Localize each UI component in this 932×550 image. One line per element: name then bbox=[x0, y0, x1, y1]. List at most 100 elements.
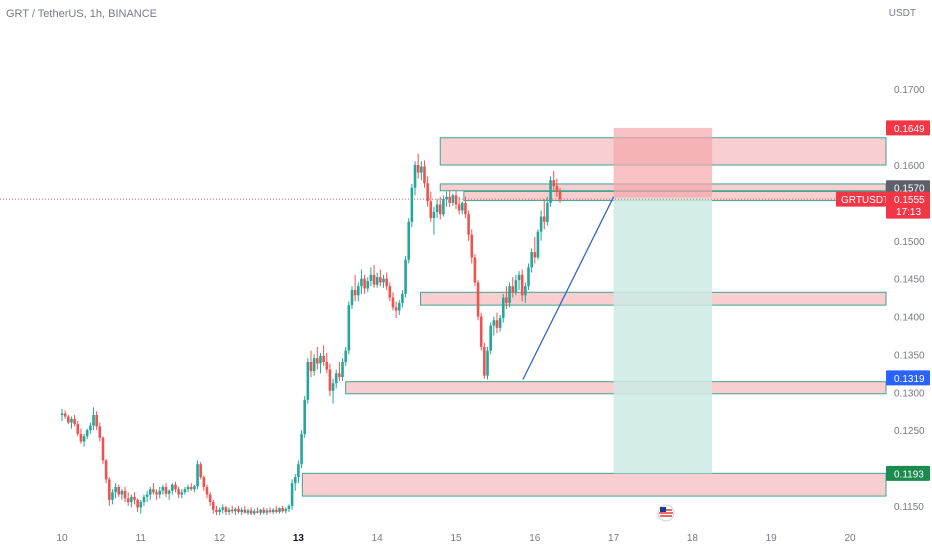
candle-body bbox=[379, 277, 382, 283]
candle-body bbox=[271, 509, 275, 512]
candle-body bbox=[549, 180, 552, 203]
candle-body bbox=[495, 320, 499, 328]
candle-body bbox=[227, 509, 231, 512]
candle-body bbox=[489, 325, 492, 351]
candle-body bbox=[448, 196, 451, 203]
candle-body bbox=[120, 490, 124, 495]
take-profit-area[interactable] bbox=[613, 197, 713, 474]
candle-body bbox=[152, 489, 155, 493]
candle-body bbox=[148, 489, 152, 495]
candle-body bbox=[92, 415, 95, 426]
candle-body bbox=[391, 297, 395, 308]
price-tag-0.1570[interactable] bbox=[886, 180, 930, 196]
candle-body bbox=[350, 290, 354, 306]
time-axis[interactable]: 10 11 12 13 14 15 16 17 18 19 20 bbox=[56, 533, 856, 544]
candle-body bbox=[297, 464, 300, 478]
x-tick-label: 17 bbox=[608, 533, 620, 544]
candle-body bbox=[344, 350, 347, 362]
candle-body bbox=[420, 166, 423, 173]
candle-body bbox=[202, 477, 206, 487]
candle-body bbox=[426, 183, 429, 202]
candle-body bbox=[517, 274, 521, 281]
candle-body bbox=[363, 278, 366, 289]
candle-body bbox=[309, 361, 313, 372]
candle-body bbox=[265, 510, 269, 513]
candle-body bbox=[189, 486, 193, 490]
last-price-tag[interactable] bbox=[886, 191, 930, 219]
candle-body bbox=[401, 293, 404, 303]
zone-5[interactable] bbox=[301, 472, 887, 497]
y-tick-label: 0.1700 bbox=[894, 85, 925, 96]
candle-body bbox=[224, 507, 228, 512]
candle-body bbox=[278, 508, 281, 512]
candle-body bbox=[284, 508, 288, 512]
stop-loss-area[interactable] bbox=[613, 127, 713, 198]
candle-body bbox=[259, 509, 262, 513]
candle-body bbox=[445, 196, 448, 200]
candle-body bbox=[67, 416, 70, 423]
candle-body bbox=[369, 274, 373, 281]
candle-body bbox=[451, 195, 455, 203]
y-tick-label: 0.1450 bbox=[894, 275, 925, 286]
candle-body bbox=[234, 508, 237, 512]
flag-icon[interactable] bbox=[657, 504, 675, 522]
candle-body bbox=[464, 202, 467, 215]
candle-body bbox=[180, 492, 184, 495]
candle-body bbox=[341, 361, 344, 378]
x-tick-label: 20 bbox=[844, 533, 856, 544]
candle-body bbox=[375, 277, 379, 285]
candle-body bbox=[492, 320, 496, 326]
x-tick-label: 18 bbox=[687, 533, 699, 544]
countdown-text: 17:13 bbox=[896, 207, 921, 218]
price-axis[interactable]: 0.1700 0.1600 0.1500 0.1450 0.1400 0.1350 0.13… bbox=[894, 85, 925, 513]
candle-body bbox=[382, 278, 385, 283]
price-tag-0.1193[interactable] bbox=[886, 465, 930, 481]
candle-body bbox=[275, 509, 278, 512]
candle-body bbox=[312, 358, 316, 372]
symbol-tag[interactable] bbox=[836, 191, 886, 207]
price-tag-0.1319[interactable] bbox=[886, 370, 930, 386]
candle-body bbox=[107, 479, 111, 500]
candle-body bbox=[394, 307, 398, 311]
candle-body bbox=[416, 165, 420, 173]
candle-body bbox=[268, 510, 272, 512]
candle-body bbox=[167, 490, 171, 494]
candle-body bbox=[101, 437, 105, 461]
candle-body bbox=[461, 202, 464, 211]
candle-body bbox=[240, 509, 243, 512]
candle-body bbox=[438, 204, 442, 215]
price-tag-0.1649[interactable] bbox=[886, 120, 930, 136]
candle-body bbox=[196, 464, 199, 487]
candle-body bbox=[552, 180, 556, 187]
candle-body bbox=[123, 490, 127, 499]
candle-body bbox=[483, 346, 486, 376]
y-tick-label: 0.1400 bbox=[894, 313, 925, 324]
candle-body bbox=[164, 486, 168, 494]
candle-body bbox=[356, 286, 360, 296]
candle-body bbox=[410, 187, 414, 222]
candle-body bbox=[413, 165, 417, 188]
y-tick-label: 0.1250 bbox=[894, 426, 925, 437]
candle-body bbox=[111, 492, 114, 500]
candle-body bbox=[76, 424, 80, 434]
candle-body bbox=[470, 234, 474, 258]
y-tick-label: 0.1350 bbox=[894, 350, 925, 361]
candle-body bbox=[215, 509, 218, 512]
candle-body bbox=[527, 267, 530, 287]
candle-body bbox=[432, 211, 436, 219]
candle-body bbox=[186, 486, 190, 490]
x-tick-label: 12 bbox=[214, 533, 226, 544]
candle-body bbox=[293, 477, 297, 484]
trendline[interactable] bbox=[522, 196, 615, 380]
x-tick-label: 15 bbox=[450, 533, 462, 544]
candle-body bbox=[536, 231, 540, 258]
candle-body bbox=[79, 433, 83, 442]
trendline-layer[interactable] bbox=[522, 196, 615, 380]
candle-body bbox=[498, 318, 502, 328]
candle-body bbox=[158, 490, 162, 495]
candle-body bbox=[542, 216, 546, 222]
y-tick-label: 0.1150 bbox=[894, 502, 924, 513]
candles-layer bbox=[60, 153, 562, 515]
candle-body bbox=[334, 373, 338, 384]
